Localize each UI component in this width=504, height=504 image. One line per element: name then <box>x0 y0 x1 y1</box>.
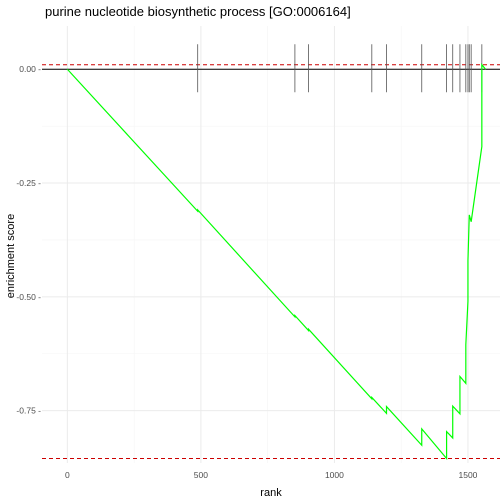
x-tick-label: 500 <box>194 470 208 480</box>
chart-title: purine nucleotide biosynthetic process [… <box>45 4 351 19</box>
grid-lines <box>42 26 500 463</box>
x-axis-title: rank <box>260 487 282 499</box>
y-axis-title: enrichment score <box>5 214 17 298</box>
x-tick-label: 1000 <box>325 470 344 480</box>
hit-marks <box>197 44 483 93</box>
series-group <box>66 63 487 461</box>
reference-lines <box>42 64 500 459</box>
x-tick-label: 1500 <box>458 470 477 480</box>
y-tick-label: -0.25 - <box>16 178 41 188</box>
x-tick-label: 0 <box>65 470 70 480</box>
y-tick-label: -0.75 - <box>16 406 41 416</box>
y-tick-label: 0.00 - <box>19 64 41 74</box>
y-tick-labels: 0.00 - -0.25 - -0.50 - -0.75 - <box>16 64 41 415</box>
x-tick-labels: 0 500 1000 1500 <box>65 470 478 480</box>
y-tick-label: -0.50 - <box>16 292 41 302</box>
enrichment-curve <box>66 63 487 461</box>
